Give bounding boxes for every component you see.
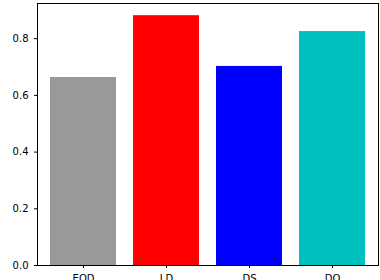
svg-text:LD: LD bbox=[160, 273, 174, 280]
svg-text:0.8: 0.8 bbox=[13, 33, 29, 44]
svg-text:DS: DS bbox=[242, 273, 256, 280]
svg-text:0.2: 0.2 bbox=[13, 203, 29, 214]
svg-text:EOD: EOD bbox=[73, 273, 95, 280]
svg-text:DO: DO bbox=[325, 273, 341, 280]
svg-text:0.4: 0.4 bbox=[13, 146, 29, 157]
svg-text:0.6: 0.6 bbox=[13, 90, 29, 101]
svg-text:0.0: 0.0 bbox=[13, 260, 29, 271]
